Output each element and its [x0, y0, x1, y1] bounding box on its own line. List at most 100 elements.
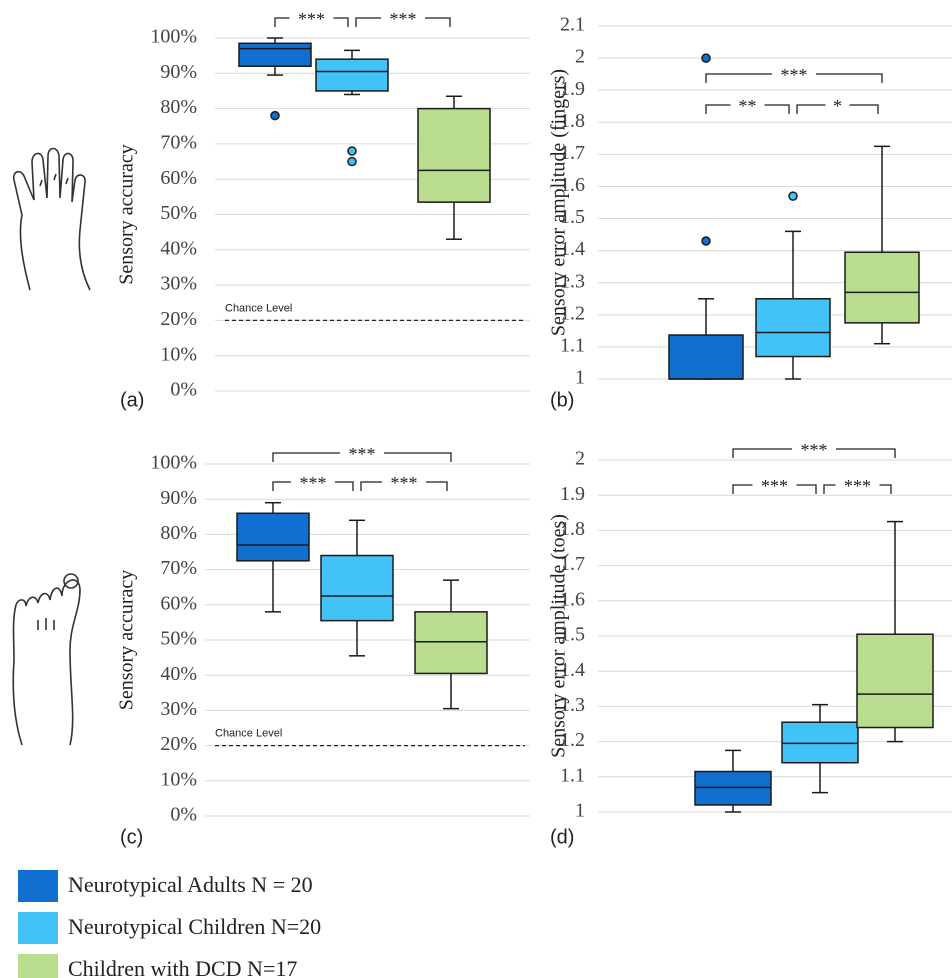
y-tick-label: 0%	[170, 804, 197, 826]
bracket-label: ***	[844, 476, 871, 496]
box	[844, 251, 920, 324]
significance-bracket: ***	[823, 476, 892, 496]
y-tick-label: 60%	[160, 167, 197, 189]
charts: 0%10%20%30%40%50%60%70%80%90%100%Sensory…	[116, 9, 952, 848]
y-tick-label: 1.3	[560, 270, 585, 292]
significance-bracket: ***	[272, 444, 452, 464]
outlier	[701, 53, 711, 63]
significance-bracket: *	[796, 96, 879, 116]
y-tick-label: 70%	[160, 557, 197, 579]
bracket-line	[732, 484, 817, 494]
box	[236, 512, 310, 562]
bracket-label: *	[833, 96, 842, 116]
legend-label: Children with DCD N=17	[68, 956, 297, 978]
y-tick-label: 70%	[160, 131, 197, 153]
significance-bracket: ***	[360, 473, 448, 493]
y-tick-label: 80%	[160, 522, 197, 544]
bracket-label: ***	[298, 9, 325, 29]
bracket-line	[705, 73, 883, 83]
outlier	[347, 146, 357, 156]
bracket-line	[796, 104, 879, 114]
significance-bracket: ***	[732, 440, 896, 460]
bracket-line	[355, 17, 451, 27]
bracket-line	[823, 484, 892, 494]
significance-bracket: ***	[274, 9, 349, 29]
box	[755, 298, 831, 358]
box	[694, 770, 772, 806]
bracket-label: ***	[390, 9, 417, 29]
legend-swatch	[18, 954, 58, 978]
y-tick-label: 1.1	[560, 335, 585, 357]
y-tick-label: 1.6	[560, 174, 585, 196]
bracket-label: ***	[391, 473, 418, 493]
y-tick-label: 90%	[160, 487, 197, 509]
y-tick-label: 1	[575, 800, 585, 822]
y-tick-label: 1.8	[560, 110, 585, 132]
y-tick-label: 30%	[160, 273, 197, 295]
y-tick-label: 1.1	[560, 764, 585, 786]
panel-label: (c)	[120, 826, 143, 848]
y-tick-label: 1.8	[560, 518, 585, 540]
legend-label: Neurotypical Adults N = 20	[68, 872, 313, 897]
y-tick-label: 30%	[160, 698, 197, 720]
panel: 1 1.1 1.2 1.3 1.4 1.5 1.6 1.7 1.8 1.9 2 Sensory err…	[548, 440, 952, 848]
y-tick-label: 1.7	[560, 553, 585, 575]
panel-label: (b)	[550, 389, 574, 411]
bracket-label: ***	[781, 65, 808, 85]
panel-label: (d)	[550, 826, 574, 848]
bracket-line	[274, 17, 349, 27]
panel-label: (a)	[120, 389, 144, 411]
y-tick-label: 1.4	[560, 238, 585, 260]
y-tick-label: 1.2	[560, 729, 585, 751]
y-tick-label: 60%	[160, 592, 197, 614]
y-tick-label: 50%	[160, 628, 197, 650]
y-tick-label: 1.7	[560, 142, 585, 164]
y-axis-title: Sensory error amplitude (toes)	[548, 514, 570, 758]
outlier	[347, 156, 357, 167]
y-tick-label: 1.3	[560, 694, 585, 716]
y-axis-title: Sensory accuracy	[116, 144, 138, 285]
y-tick-label: 80%	[160, 96, 197, 118]
reference-label: Chance Level	[225, 302, 292, 314]
y-tick-label: 0%	[170, 379, 197, 401]
outlier	[270, 110, 280, 121]
legend-label: Neurotypical Children N=20	[68, 914, 321, 939]
box	[417, 107, 491, 203]
y-tick-label: 1.4	[560, 659, 585, 681]
y-tick-label: 2	[575, 46, 585, 68]
y-tick-label: 100%	[150, 26, 197, 48]
bracket-line	[360, 481, 448, 491]
bracket-line	[272, 452, 452, 462]
outlier	[788, 191, 798, 201]
y-tick-label: 1.9	[560, 483, 585, 505]
bracket-label: ***	[761, 476, 788, 496]
bracket-line	[705, 104, 790, 114]
y-tick-label: 90%	[160, 61, 197, 83]
significance-bracket: ***	[732, 476, 817, 496]
box	[668, 334, 744, 380]
y-tick-label: 50%	[160, 202, 197, 224]
bracket-label: ***	[801, 440, 828, 460]
legend-swatch	[18, 870, 58, 902]
significance-bracket: ***	[705, 65, 883, 85]
y-axis-title: Sensory error amplitude (fingers)	[548, 69, 570, 336]
bracket-label: **	[739, 96, 757, 116]
y-tick-label: 10%	[160, 768, 197, 790]
box	[856, 633, 934, 729]
bracket-label: ***	[300, 473, 327, 493]
reference-label: Chance Level	[215, 728, 282, 740]
significance-bracket: ***	[355, 9, 451, 29]
y-tick-label: 1.6	[560, 588, 585, 610]
panel: 1 1.1 1.2 1.3 1.4 1.5 1.6 1.7 1.8 1.9 2 2.1 Sensory …	[548, 14, 952, 411]
outlier	[701, 236, 711, 246]
y-axis-title: Sensory accuracy	[116, 570, 138, 711]
y-tick-label: 20%	[160, 308, 197, 330]
y-tick-label: 100%	[150, 452, 197, 474]
y-tick-label: 40%	[160, 237, 197, 259]
bracket-line	[272, 481, 354, 491]
legend: Neurotypical Adults N = 20 Neurotypical C…	[18, 870, 321, 978]
y-tick-label: 1	[575, 367, 585, 389]
y-tick-label: 1.9	[560, 78, 585, 100]
bracket-label: ***	[349, 444, 376, 464]
